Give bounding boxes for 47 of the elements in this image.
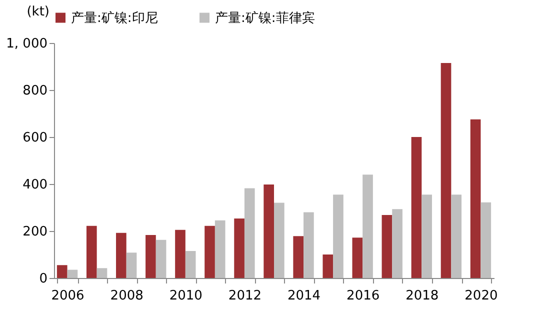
y-tick-label: 1, 000 [6,36,48,52]
bar [422,194,432,278]
legend-label: 产量:矿镍:印尼 [71,10,158,26]
y-tick-label: 200 [22,224,48,240]
bar [86,226,97,278]
x-tick-label: 2010 [169,288,202,304]
y-tick-label: 0 [39,272,48,286]
bar [146,234,156,278]
bar [204,226,215,278]
bar [480,202,492,278]
bar [116,232,126,278]
y-tick-label: 800 [22,84,48,98]
bar [411,137,422,278]
bar [362,174,373,278]
bar [244,188,255,278]
bar [470,119,481,278]
bar [440,62,452,278]
bar [67,270,78,278]
x-tick-label: 2012 [228,288,262,304]
x-tick-label: 2020 [464,288,498,304]
x-tick-label: 2008 [110,288,144,304]
x-tick-label: 2006 [51,288,84,304]
bar [392,209,402,278]
bar [274,202,284,278]
bar [156,240,166,278]
x-tick-label: 2014 [287,288,321,304]
bar [352,238,363,278]
bar [451,194,462,278]
y-axis-title: (kt) [26,4,50,20]
bar [56,265,68,278]
bar [382,215,392,278]
bar [126,252,137,278]
x-tick-label: 2018 [406,288,439,304]
bar [185,250,196,278]
bar [96,268,108,278]
y-tick-label: 600 [22,130,48,146]
x-tick-label: 2016 [346,288,380,304]
bar [293,236,304,278]
bar [214,220,226,278]
bar [304,212,314,278]
legend-label: 产量:矿镍:菲律宾 [215,10,315,26]
bar [322,254,334,278]
bar [175,230,186,278]
bar [264,184,274,278]
bar [234,218,244,278]
bar [333,194,344,278]
y-tick-label: 400 [22,178,48,192]
